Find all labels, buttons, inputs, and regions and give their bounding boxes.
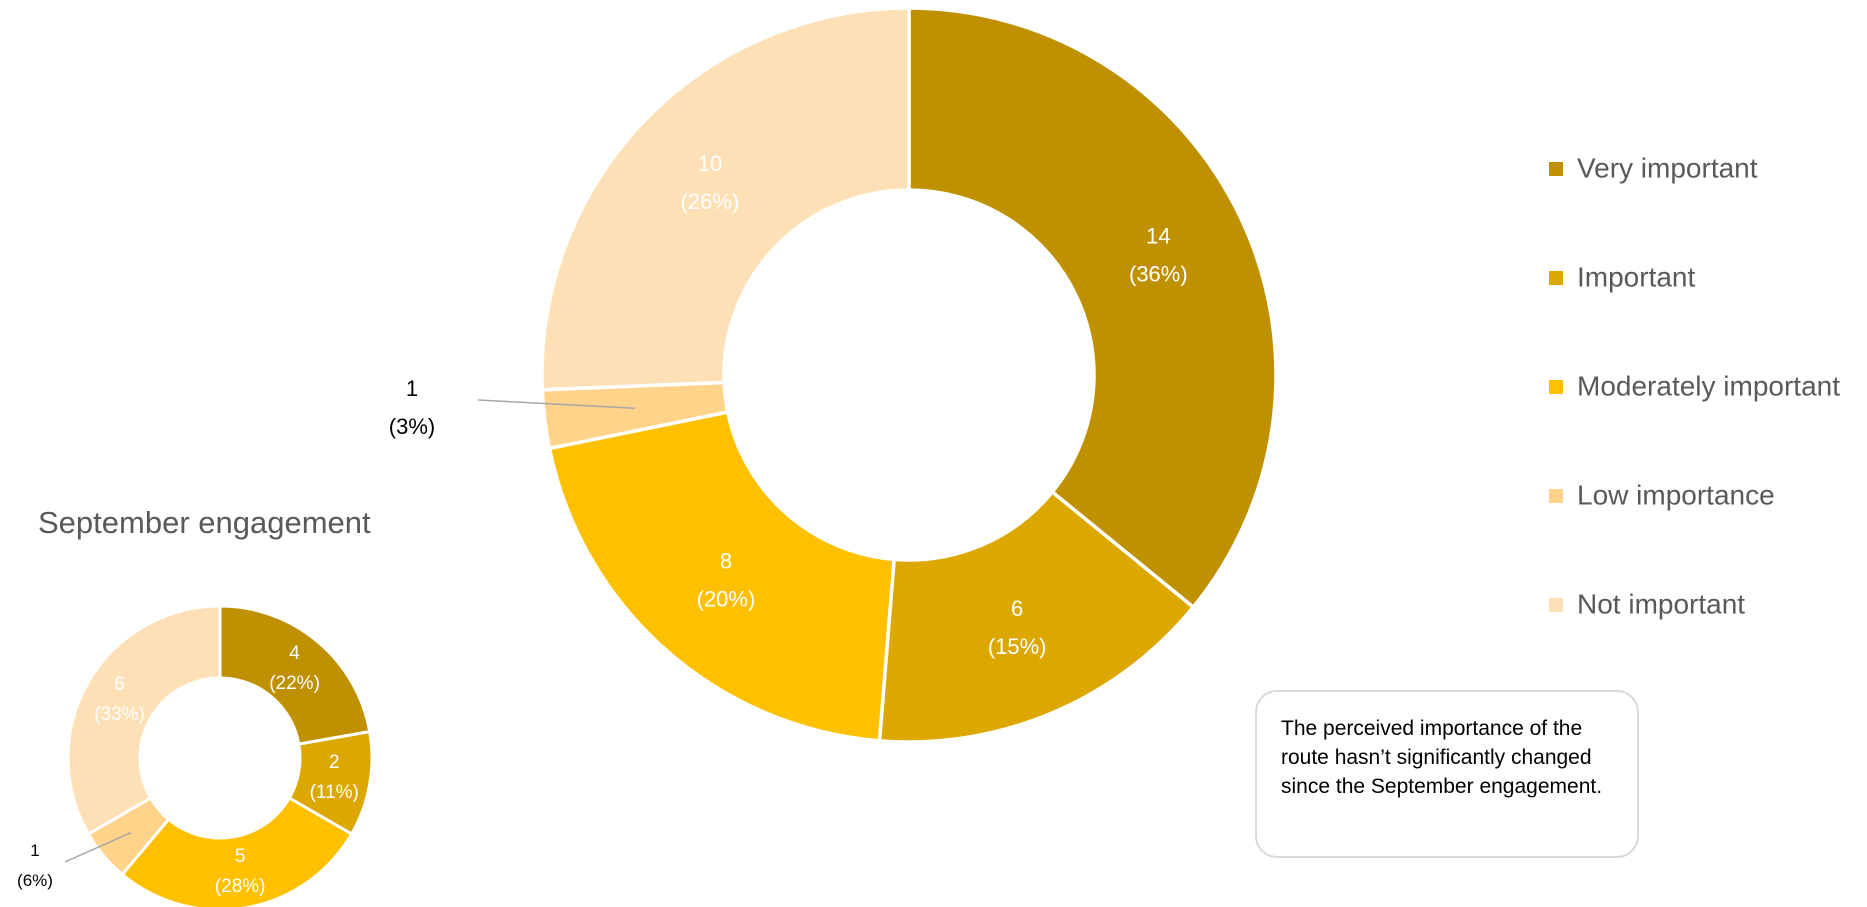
main-donut-chart: 14 (36%) 6 (15%) 8 (20%) 1 (3%) 10 (26%) [389,6,1278,744]
sept-data-label-moderately-important: 5 (28%) [215,846,266,897]
legend-label-important: Important [1577,261,1695,292]
sept-data-label-important: 2 (11%) [310,752,359,803]
legend-swatch-low-importance [1549,489,1563,503]
legend-label-not-important: Not important [1577,588,1745,619]
legend-swatch-important [1549,271,1563,285]
legend-swatch-very-important [1549,162,1563,176]
note-callout: The perceived importance of the route ha… [1255,690,1639,858]
legend-label-low-importance: Low importance [1577,479,1775,510]
sept-data-label-very-important: 4 (22%) [269,643,320,694]
main-slice-very-important [907,6,1278,610]
main-slice-important [877,489,1196,744]
main-data-label-not-important: 10 (26%) [681,151,740,214]
sept-slice-not-important [66,604,222,837]
main-data-label-very-important: 14 (36%) [1129,223,1188,286]
legend-swatch-moderately-important [1549,380,1563,394]
sept-data-label-low-importance: 1 (6%) [17,841,53,890]
legend: Very important Important Moderately import… [1549,152,1840,619]
main-slice-not-important [540,6,911,392]
sept-leader-line-low-importance [64,831,132,863]
september-donut-chart: 4 (22%) 2 (11%) 5 (28%) 1 (6%) 6 (33%) [17,604,374,907]
legend-label-moderately-important: Moderately important [1577,370,1840,401]
legend-swatch-not-important [1549,598,1563,612]
september-chart-title: September engagement [38,505,371,540]
sept-data-label-not-important: 6 (33%) [94,674,145,725]
note-text: The perceived importance of the route ha… [1281,717,1603,798]
main-data-label-moderately-important: 8 (20%) [697,548,756,611]
main-data-label-important: 6 (15%) [988,596,1047,659]
sept-slice-moderately-important [120,795,354,907]
main-leader-line-low-importance [477,399,636,410]
sept-slice-very-important [218,604,372,746]
legend-label-very-important: Very important [1577,152,1758,183]
main-data-label-low-importance: 1 (3%) [389,376,435,439]
main-slice-moderately-important [547,409,896,743]
